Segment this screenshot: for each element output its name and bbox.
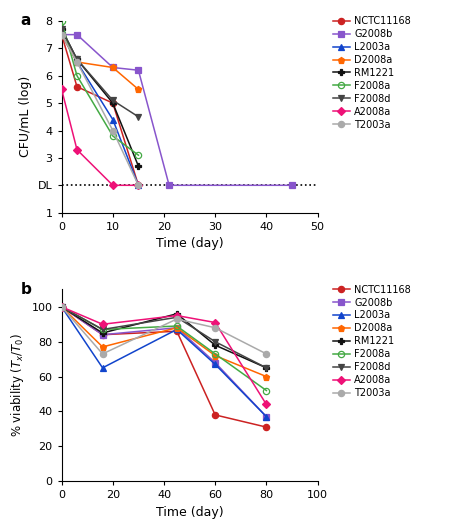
Legend: NCTC11168, G2008b, L2003a, D2008a, RM1221, F2008a, F2008d, A2008a, T2003a: NCTC11168, G2008b, L2003a, D2008a, RM122…	[333, 285, 411, 398]
Y-axis label: CFU/mL (log): CFU/mL (log)	[19, 76, 32, 157]
Text: b: b	[21, 282, 32, 297]
X-axis label: Time (day): Time (day)	[156, 506, 223, 519]
Legend: NCTC11168, G2008b, L2003a, D2008a, RM1221, F2008a, F2008d, A2008a, T2003a: NCTC11168, G2008b, L2003a, D2008a, RM122…	[333, 16, 411, 130]
X-axis label: Time (day): Time (day)	[156, 237, 223, 251]
Y-axis label: % viability ($T_x/T_0$): % viability ($T_x/T_0$)	[9, 333, 26, 437]
Text: a: a	[21, 13, 31, 28]
